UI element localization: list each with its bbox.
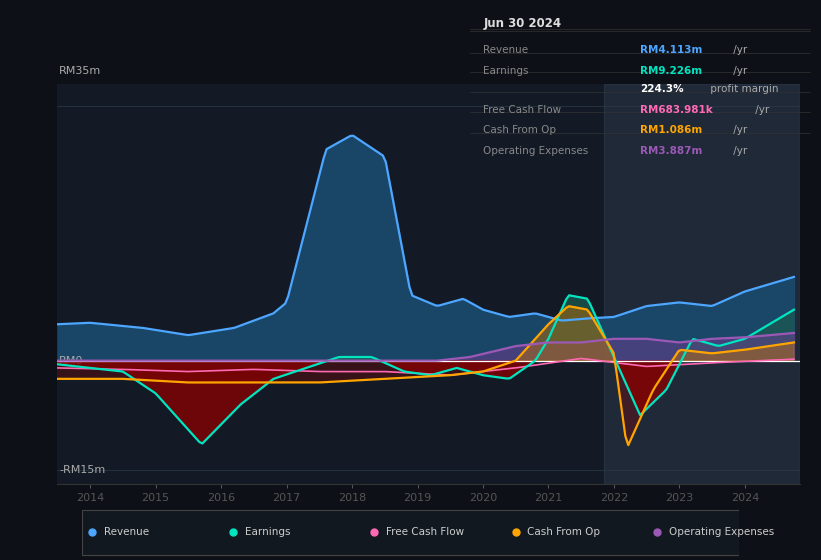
Text: RM0: RM0	[59, 356, 83, 366]
Text: Revenue: Revenue	[103, 527, 149, 537]
Text: /yr: /yr	[730, 45, 747, 55]
Text: RM35m: RM35m	[59, 66, 101, 76]
Text: -RM15m: -RM15m	[59, 465, 105, 475]
Text: RM1.086m: RM1.086m	[640, 125, 702, 136]
Text: profit margin: profit margin	[708, 84, 779, 94]
Text: Jun 30 2024: Jun 30 2024	[484, 17, 562, 30]
Text: /yr: /yr	[730, 125, 747, 136]
Text: RM3.887m: RM3.887m	[640, 146, 702, 156]
Text: Free Cash Flow: Free Cash Flow	[484, 105, 562, 115]
Text: Free Cash Flow: Free Cash Flow	[386, 527, 465, 537]
Text: RM683.981k: RM683.981k	[640, 105, 713, 115]
Text: Operating Expenses: Operating Expenses	[668, 527, 774, 537]
Text: Cash From Op: Cash From Op	[527, 527, 600, 537]
Text: 224.3%: 224.3%	[640, 84, 684, 94]
Text: Earnings: Earnings	[245, 527, 291, 537]
Text: RM9.226m: RM9.226m	[640, 66, 702, 76]
Text: /yr: /yr	[730, 66, 747, 76]
Text: Operating Expenses: Operating Expenses	[484, 146, 589, 156]
Text: Earnings: Earnings	[484, 66, 529, 76]
Text: Cash From Op: Cash From Op	[484, 125, 557, 136]
Text: /yr: /yr	[752, 105, 769, 115]
Text: /yr: /yr	[730, 146, 747, 156]
FancyBboxPatch shape	[82, 510, 739, 554]
Text: Revenue: Revenue	[484, 45, 529, 55]
Text: RM4.113m: RM4.113m	[640, 45, 702, 55]
Bar	[604, 84, 800, 484]
